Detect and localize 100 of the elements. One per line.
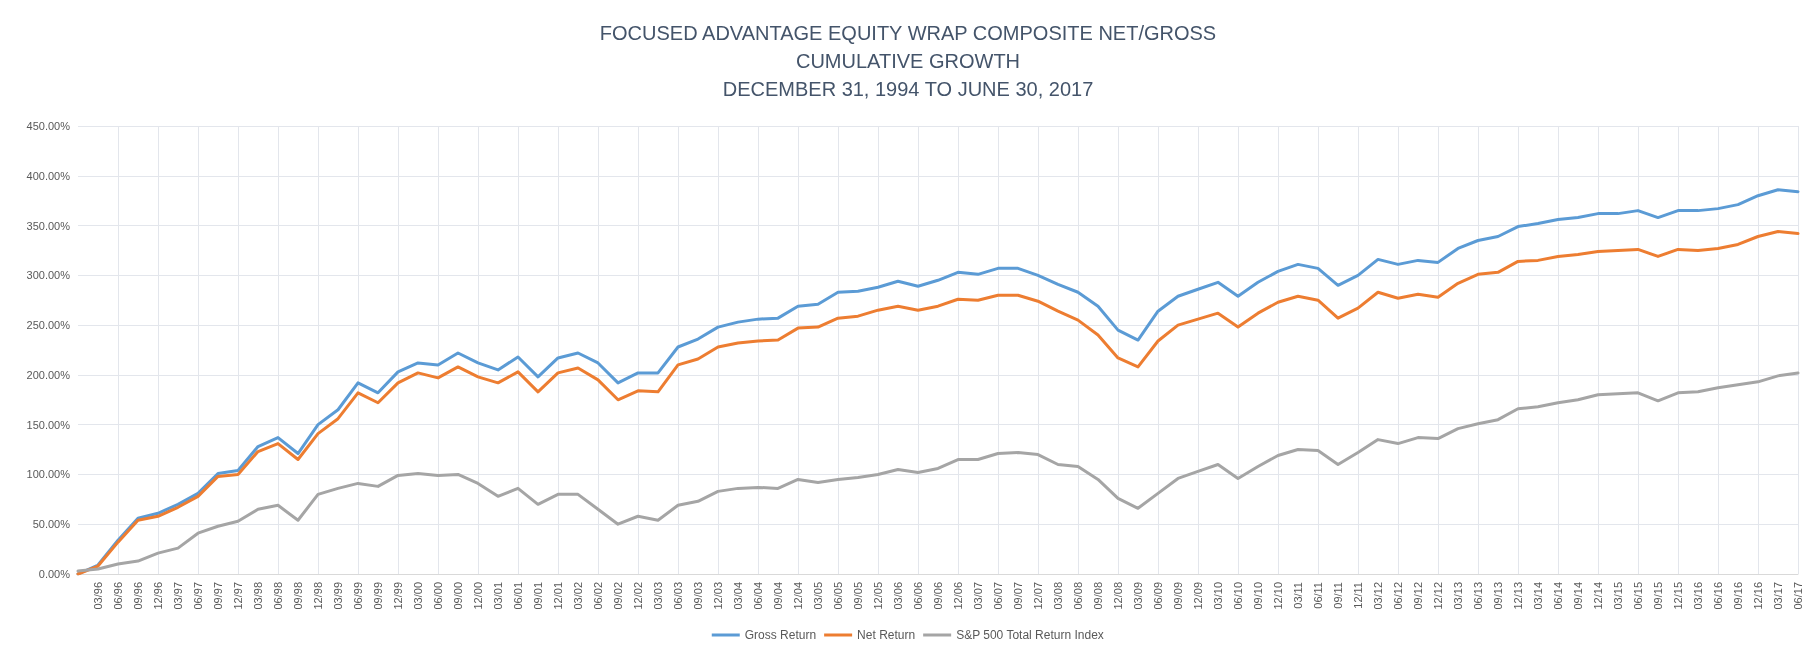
- x-tick-label: 03/02: [572, 582, 584, 610]
- x-tick-label: 12/06: [952, 582, 964, 610]
- x-tick-label: 03/01: [492, 582, 504, 610]
- x-tick-label: 12/03: [712, 582, 724, 610]
- x-tick-label: 12/12: [1432, 582, 1444, 610]
- x-tick-label: 03/17: [1772, 582, 1784, 610]
- x-tick-label: 06/96: [112, 582, 124, 610]
- x-tick-label: 03/00: [412, 582, 424, 610]
- line-series: [76, 371, 1800, 573]
- x-tick-label: 09/96: [132, 582, 144, 610]
- x-tick-label: 06/11: [1312, 582, 1324, 609]
- x-tick-label: 12/13: [1512, 582, 1524, 610]
- x-tick-label: 03/08: [1052, 582, 1064, 610]
- x-tick-label: 06/07: [992, 582, 1004, 610]
- x-tick-label: 12/99: [392, 582, 404, 610]
- y-tick-label: 50.00%: [32, 518, 71, 531]
- x-tick-label: 09/14: [1572, 582, 1584, 610]
- x-tick-label: 09/03: [692, 582, 704, 610]
- x-tick-label: 09/01: [532, 582, 544, 610]
- x-tick-label: 12/96: [152, 582, 164, 610]
- x-tick-label: 03/13: [1452, 582, 1464, 610]
- x-tick-label: 12/01: [552, 582, 564, 610]
- x-tick-label: 03/14: [1532, 582, 1544, 610]
- x-tick-label: 03/97: [172, 582, 184, 610]
- x-tick-label: 03/98: [252, 582, 264, 610]
- x-tick-label: 12/97: [232, 582, 244, 610]
- x-tick-label: 06/08: [1072, 582, 1084, 610]
- legend-label: Gross Return: [744, 628, 817, 642]
- y-tick-label: 100.00%: [26, 468, 71, 481]
- x-tick-label: 06/09: [1152, 582, 1164, 610]
- x-tick-label: 12/08: [1112, 582, 1124, 610]
- x-tick-label: 09/98: [292, 582, 304, 610]
- x-tick-label: 06/10: [1232, 582, 1244, 610]
- legend-label: S&P 500 Total Return Index: [956, 628, 1104, 642]
- x-tick-label: 09/04: [772, 582, 784, 610]
- x-tick-label: 06/13: [1472, 582, 1484, 610]
- x-tick-label: 03/05: [812, 582, 824, 610]
- x-tick-label: 12/09: [1192, 582, 1204, 610]
- x-tick-label: 03/09: [1132, 582, 1144, 610]
- x-tick-label: 09/15: [1652, 582, 1664, 610]
- legend-label: Net Return: [857, 628, 916, 642]
- x-tick-label: 06/17: [1792, 582, 1804, 610]
- y-tick-label: 350.00%: [26, 219, 71, 232]
- x-tick-label: 06/06: [912, 582, 924, 610]
- x-tick-label: 03/12: [1372, 582, 1384, 610]
- x-tick-label: 06/15: [1632, 582, 1644, 610]
- x-tick-label: 09/12: [1412, 582, 1424, 610]
- x-tick-label: 06/04: [752, 582, 764, 610]
- x-tick-label: 03/15: [1612, 582, 1624, 610]
- x-tick-label: 06/02: [592, 582, 604, 610]
- x-tick-label: 12/04: [792, 582, 804, 610]
- x-tick-label: 12/07: [1032, 582, 1044, 610]
- x-tick-label: 12/10: [1272, 582, 1284, 610]
- x-tick-label: 09/07: [1012, 582, 1024, 610]
- x-tick-label: 09/10: [1252, 582, 1264, 610]
- x-tick-label: 09/09: [1172, 582, 1184, 610]
- y-tick-label: 250.00%: [26, 319, 71, 332]
- x-tick-label: 09/99: [372, 582, 384, 610]
- y-tick-label: 300.00%: [26, 269, 71, 282]
- x-tick-label: 09/16: [1732, 582, 1744, 610]
- y-tick-label: 400.00%: [26, 169, 71, 182]
- x-tick-label: 06/98: [272, 582, 284, 610]
- x-tick-label: 12/00: [472, 582, 484, 610]
- x-tick-label: 03/10: [1212, 582, 1224, 610]
- x-tick-label: 12/98: [312, 582, 324, 610]
- x-tick-label: 12/14: [1592, 582, 1604, 610]
- x-tick-label: 09/97: [212, 582, 224, 610]
- x-tick-label: 06/16: [1712, 582, 1724, 610]
- y-tick-label: 150.00%: [26, 418, 71, 431]
- x-tick-label: 03/03: [652, 582, 664, 610]
- x-tick-label: 09/08: [1092, 582, 1104, 610]
- x-tick-label: 09/02: [612, 582, 624, 610]
- x-tick-label: 09/11: [1332, 582, 1344, 609]
- y-tick-label: 200.00%: [26, 368, 71, 381]
- x-tick-label: 09/05: [852, 582, 864, 610]
- x-tick-label: 06/00: [432, 582, 444, 610]
- x-tick-label: 09/00: [452, 582, 464, 610]
- x-tick-label: 06/01: [512, 582, 524, 610]
- x-tick-label: 03/99: [332, 582, 344, 610]
- x-tick-label: 09/06: [932, 582, 944, 610]
- x-tick-label: 03/11: [1292, 582, 1304, 609]
- x-tick-label: 03/96: [92, 582, 104, 610]
- x-tick-label: 12/11: [1352, 582, 1364, 609]
- x-tick-label: 03/07: [972, 582, 984, 610]
- x-tick-label: 06/14: [1552, 582, 1564, 610]
- x-tick-label: 03/16: [1692, 582, 1704, 610]
- x-tick-label: 12/16: [1752, 582, 1764, 610]
- x-tick-label: 06/97: [192, 582, 204, 610]
- x-tick-label: 06/12: [1392, 582, 1404, 610]
- x-tick-label: 09/13: [1492, 582, 1504, 610]
- x-tick-label: 12/02: [632, 582, 644, 610]
- x-tick-label: 06/05: [832, 582, 844, 610]
- x-tick-label: 03/06: [892, 582, 904, 610]
- x-tick-label: 12/15: [1672, 582, 1684, 610]
- x-tick-label: 12/05: [872, 582, 884, 610]
- y-tick-label: 0.00%: [38, 568, 71, 580]
- x-tick-label: 06/99: [352, 582, 364, 610]
- chart-title: FOCUSED ADVANTAGE EQUITY WRAP COMPOSITE NET/GROSS CUMULATIVE GROWTH DECEMBER 31, 1994 TO JUNE 30, 2017: [599, 22, 1217, 100]
- y-tick-label: 450.00%: [26, 120, 71, 132]
- x-tick-label: 06/03: [672, 582, 684, 610]
